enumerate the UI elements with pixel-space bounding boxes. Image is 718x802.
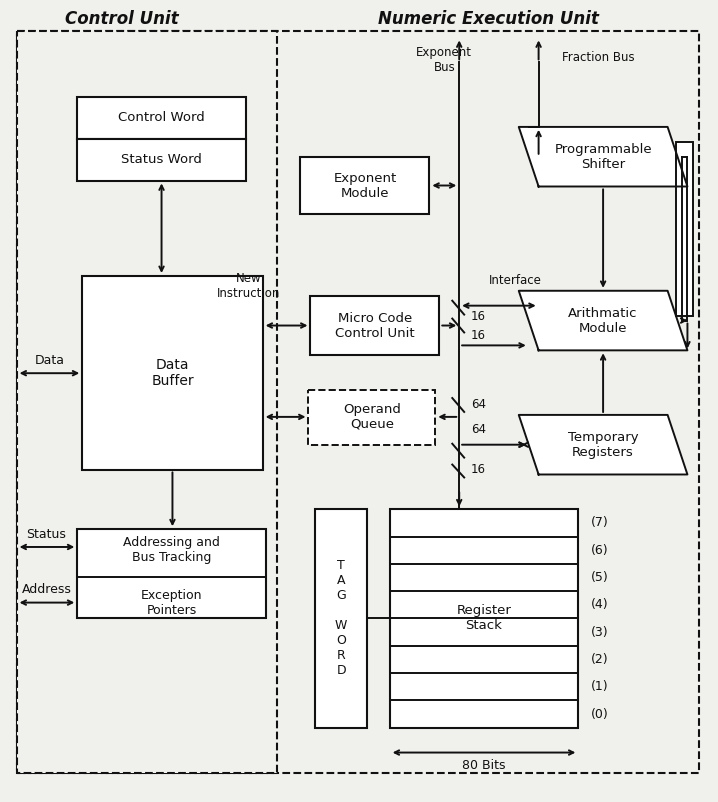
Text: T
A
G
 
W
O
R
D: T A G W O R D xyxy=(335,560,348,678)
Text: Numeric Execution Unit: Numeric Execution Unit xyxy=(378,10,600,27)
Text: 64: 64 xyxy=(471,399,486,411)
Text: New
Instruction: New Instruction xyxy=(218,272,281,300)
Text: Data
Buffer: Data Buffer xyxy=(151,358,194,388)
Text: (2): (2) xyxy=(592,653,609,666)
Bar xyxy=(315,509,367,727)
Text: (7): (7) xyxy=(591,516,609,529)
Text: Register
Stack: Register Stack xyxy=(457,605,511,633)
Text: Status Word: Status Word xyxy=(121,153,202,166)
Text: (1): (1) xyxy=(592,680,609,693)
Text: Exponent
Bus: Exponent Bus xyxy=(416,47,472,75)
Text: Exponent
Module: Exponent Module xyxy=(333,172,396,200)
Bar xyxy=(78,97,246,139)
Text: Address: Address xyxy=(22,583,71,596)
Text: 16: 16 xyxy=(471,310,486,323)
Bar xyxy=(676,142,694,316)
Polygon shape xyxy=(518,127,687,187)
Text: Interface: Interface xyxy=(489,274,542,287)
Text: Temporary
Registers: Temporary Registers xyxy=(568,431,638,459)
Bar xyxy=(300,156,429,214)
Text: Control Word: Control Word xyxy=(118,111,205,124)
Text: Fraction Bus: Fraction Bus xyxy=(561,51,635,64)
Text: Data: Data xyxy=(34,354,65,367)
Text: Arithmatic
Module: Arithmatic Module xyxy=(569,306,638,334)
Bar xyxy=(82,276,263,469)
Bar xyxy=(309,390,435,444)
Bar xyxy=(78,139,246,180)
Text: 16: 16 xyxy=(471,329,486,342)
Text: 16: 16 xyxy=(471,463,486,476)
Text: Status: Status xyxy=(27,528,66,541)
Bar xyxy=(78,529,266,618)
Text: Exception
Pointers: Exception Pointers xyxy=(141,589,202,617)
Text: Programmable
Shifter: Programmable Shifter xyxy=(554,143,652,171)
Polygon shape xyxy=(518,291,687,350)
Bar xyxy=(17,30,276,773)
Bar xyxy=(390,509,578,727)
Text: Operand
Queue: Operand Queue xyxy=(343,403,401,431)
Text: (5): (5) xyxy=(591,571,609,584)
Text: (0): (0) xyxy=(591,707,609,720)
Bar xyxy=(310,296,439,355)
Polygon shape xyxy=(518,415,687,475)
Text: Addressing and
Bus Tracking: Addressing and Bus Tracking xyxy=(123,536,220,564)
Text: Control Unit: Control Unit xyxy=(65,10,179,27)
Text: (3): (3) xyxy=(592,626,609,638)
Text: 80 Bits: 80 Bits xyxy=(462,759,505,772)
Text: 64: 64 xyxy=(471,423,486,436)
Text: (6): (6) xyxy=(592,544,609,557)
Text: (4): (4) xyxy=(592,598,609,611)
Text: Micro Code
Control Unit: Micro Code Control Unit xyxy=(335,311,415,339)
